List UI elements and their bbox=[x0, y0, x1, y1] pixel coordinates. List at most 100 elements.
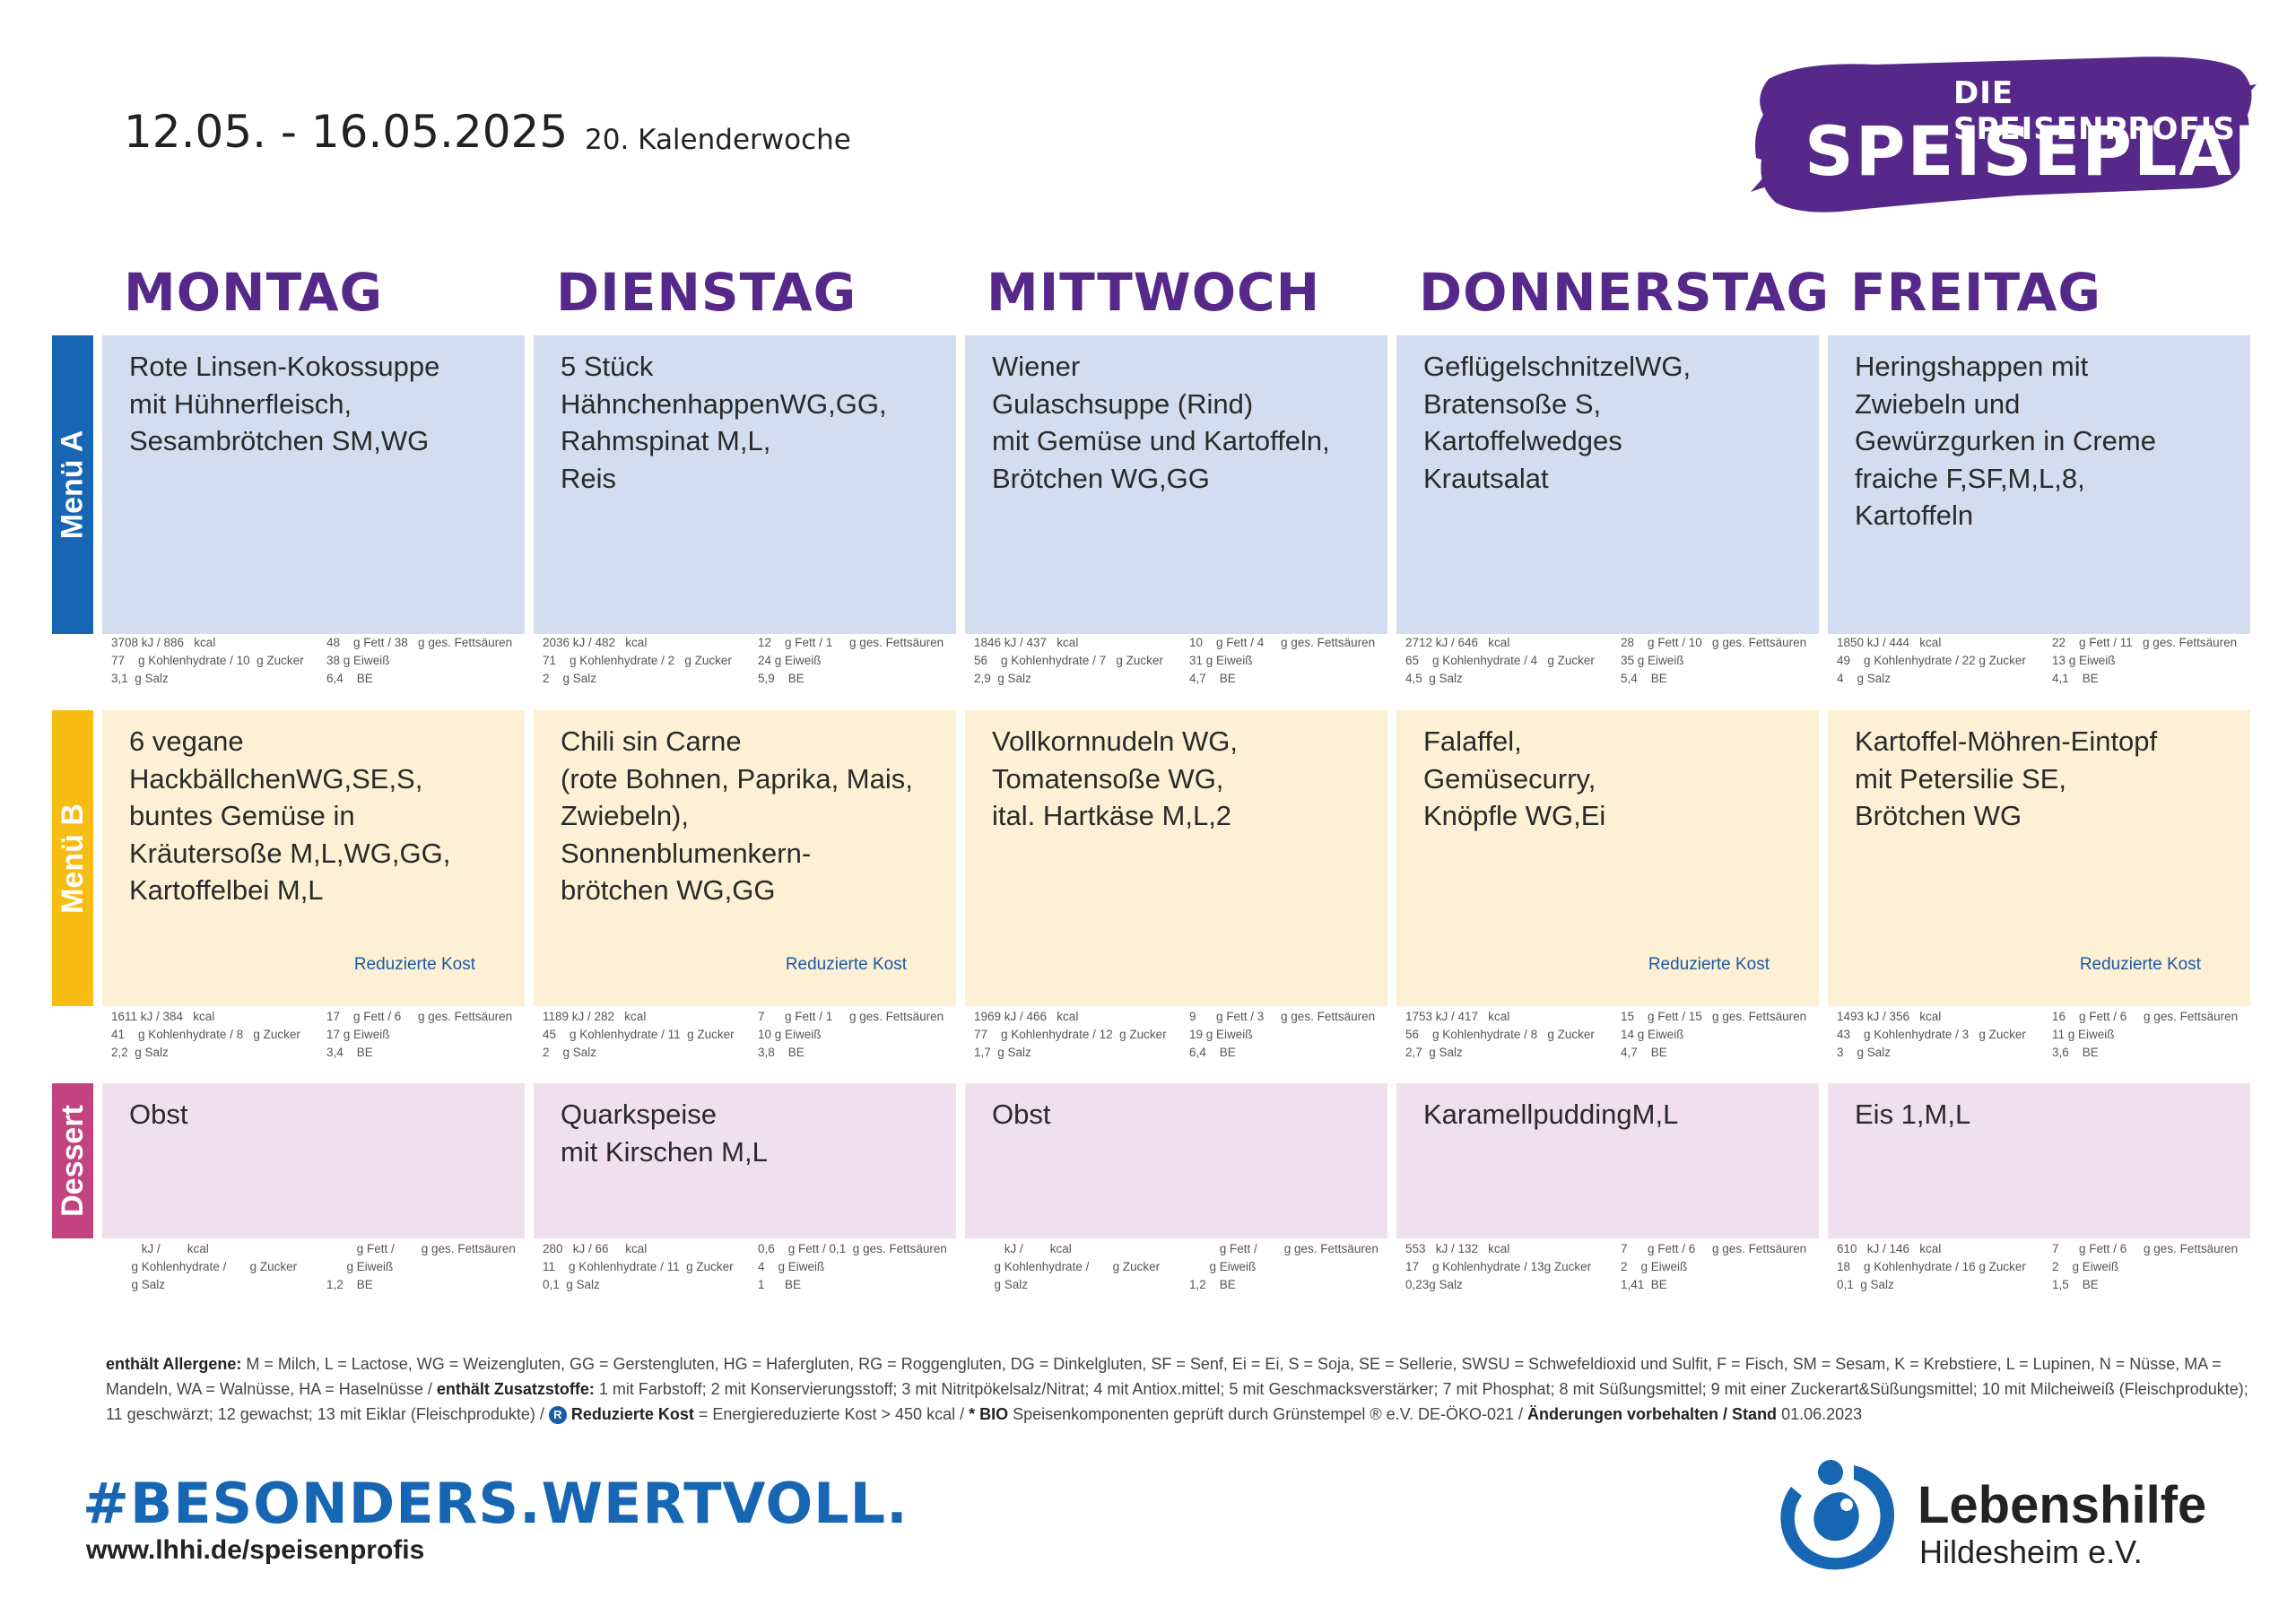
nutrition-info: 1493 kJ / 356 kcal 43 g Kohlenhydrate / 3… bbox=[1828, 1008, 2250, 1062]
speiseplan-logo: DIE SPEISENPROFIS SPEISEPLAN bbox=[1749, 52, 2291, 222]
nutrition-carbs: g Kohlenhydrate / g Zucker bbox=[111, 1260, 298, 1273]
nutrition-carbs: 77 g Kohlenhydrate / 10 g Zucker bbox=[111, 654, 304, 667]
nutrition-energy: 1189 kJ / 282 kcal bbox=[543, 1010, 647, 1023]
nutrition-info: 610 kJ / 146 kcal 18 g Kohlenhydrate / 16… bbox=[1828, 1240, 2250, 1294]
nutrition-protein: 2 g Eiweiß bbox=[2052, 1260, 2119, 1273]
dish-text: GeflügelschnitzelWG, Bratensoße S, Karto… bbox=[1423, 351, 1692, 494]
allergen-legend: enthält Allergene: M = Milch, L = Lactos… bbox=[106, 1351, 2258, 1427]
nutrition-be: 3,4 BE bbox=[326, 1046, 373, 1059]
nutrition-fat: 7 g Fett / 1 g ges. Fettsäuren bbox=[758, 1010, 944, 1023]
stand-date: 01.06.2023 bbox=[1777, 1405, 1863, 1423]
reduced-diet-label: Reduzierte Kost bbox=[2079, 954, 2201, 974]
nutrition-fat: 22 g Fett / 11 g ges. Fettsäuren bbox=[2052, 636, 2238, 649]
nutrition-carbs: 56 g Kohlenhydrate / 8 g Zucker bbox=[1405, 1028, 1595, 1041]
dish-text: Kartoffel-Möhren-Eintopf mit Petersilie … bbox=[1855, 725, 2158, 831]
nutrition-be: 1,2 BE bbox=[326, 1278, 373, 1291]
org-name: Lebenshilfe bbox=[1918, 1476, 2207, 1534]
nutrition-fat: 7 g Fett / 6 g ges. Fettsäuren bbox=[2052, 1242, 2239, 1255]
nutrition-carbs: 56 g Kohlenhydrate / 7 g Zucker bbox=[974, 654, 1163, 667]
nutrition-fat: 16 g Fett / 6 g ges. Fettsäuren bbox=[2052, 1010, 2239, 1023]
nutrition-energy: 1753 kJ / 417 kcal bbox=[1405, 1010, 1510, 1023]
dish-text: KaramellpuddingM,L bbox=[1423, 1099, 1679, 1130]
section-label-text: Menü B bbox=[55, 803, 90, 914]
dessert-cell-wednesday: Obst bbox=[965, 1083, 1387, 1238]
reduced-diet-label: Reduzierte Kost bbox=[1648, 954, 1770, 974]
website-link[interactable]: www.lhhi.de/speisenprofis bbox=[86, 1535, 425, 1565]
nutrition-be: 1,41 BE bbox=[1621, 1278, 1667, 1291]
nutrition-carbs: g Kohlenhydrate / g Zucker bbox=[974, 1260, 1161, 1273]
brand-title: SPEISEPLAN bbox=[1805, 111, 2292, 191]
nutrition-be: 1,5 BE bbox=[2052, 1278, 2099, 1291]
nutrition-salt: 2 g Salz bbox=[543, 1046, 597, 1059]
nutrition-fat: 28 g Fett / 10 g ges. Fettsäuren bbox=[1621, 636, 1807, 649]
nutrition-info: 1611 kJ / 384 kcal 41 g Kohlenhydrate / 8… bbox=[102, 1008, 525, 1062]
dessert-cell-thursday: KaramellpuddingM,L bbox=[1396, 1083, 1819, 1238]
nutrition-salt: 1,7 g Salz bbox=[974, 1046, 1031, 1059]
nutrition-fat: 10 g Fett / 4 g ges. Fettsäuren bbox=[1189, 636, 1376, 649]
nutrition-salt: 2,9 g Salz bbox=[974, 672, 1031, 685]
nutrition-protein: 4 g Eiweiß bbox=[758, 1260, 825, 1273]
nutrition-be: 4,1 BE bbox=[2052, 672, 2099, 685]
dish-text: Wiener Gulaschsuppe (Rind) mit Gemüse un… bbox=[992, 351, 1330, 494]
nutrition-info: 553 kJ / 132 kcal 17 g Kohlenhydrate / 13… bbox=[1396, 1240, 1819, 1294]
nutrition-fat: g Fett / g ges. Fettsäuren bbox=[1189, 1242, 1378, 1255]
nutrition-be: 3,8 BE bbox=[758, 1046, 804, 1059]
nutrition-carbs: 65 g Kohlenhydrate / 4 g Zucker bbox=[1405, 654, 1595, 667]
dish-text: Heringshappen mit Zwiebeln und Gewürzgur… bbox=[1855, 351, 2156, 531]
dish-text: Falaffel, Gemüsecurry, Knöpfle WG,Ei bbox=[1423, 725, 1606, 831]
dish-text: Chili sin Carne (rote Bohnen, Paprika, M… bbox=[561, 725, 913, 906]
nutrition-be: 4,7 BE bbox=[1189, 672, 1236, 685]
nutrition-energy: 280 kJ / 66 kcal bbox=[543, 1242, 648, 1255]
nutrition-carbs: 43 g Kohlenhydrate / 3 g Zucker bbox=[1837, 1028, 2026, 1041]
day-header-friday: FREITAG bbox=[1850, 262, 2102, 323]
nutrition-energy: 3708 kJ / 886 kcal bbox=[111, 636, 216, 649]
nutrition-info: 1846 kJ / 437 kcal 56 g Kohlenhydrate / 7… bbox=[965, 634, 1387, 688]
allergens-text: M = Milch, L = Lactose, WG = Weizenglute… bbox=[106, 1355, 2222, 1398]
nutrition-carbs: 17 g Kohlenhydrate / 13g Zucker bbox=[1405, 1260, 1592, 1273]
section-label-text: Menü A bbox=[55, 430, 90, 540]
reduced-diet-label: Reduzierte Kost bbox=[353, 954, 475, 974]
menu-b-cell-friday: Kartoffel-Möhren-Eintopf mit Petersilie … bbox=[1828, 710, 2250, 1006]
nutrition-protein: 31 g Eiweiß bbox=[1189, 654, 1253, 667]
menu-a-cell-thursday: GeflügelschnitzelWG, Bratensoße S, Karto… bbox=[1396, 335, 1819, 634]
nutrition-salt: 4,5 g Salz bbox=[1405, 672, 1463, 685]
nutrition-protein: g Eiweiß bbox=[1189, 1260, 1257, 1273]
nutrition-carbs: 41 g Kohlenhydrate / 8 g Zucker bbox=[111, 1028, 300, 1041]
changes-label: Änderungen vorbehalten / Stand bbox=[1527, 1405, 1778, 1423]
bio-text: Speisenkomponenten geprüft durch Grünste… bbox=[1008, 1405, 1528, 1423]
day-header-monday: MONTAG bbox=[124, 262, 384, 323]
dish-text: Vollkornnudeln WG, Tomatensoße WG, ital.… bbox=[992, 725, 1238, 831]
nutrition-salt: 4 g Salz bbox=[1837, 672, 1892, 685]
dessert-cell-friday: Eis 1,M,L bbox=[1828, 1083, 2250, 1238]
nutrition-energy: 1969 kJ / 466 kcal bbox=[974, 1010, 1079, 1023]
nutrition-info: 3708 kJ / 886 kcal 77 g Kohlenhydrate / 1… bbox=[102, 634, 525, 688]
nutrition-salt: 2,7 g Salz bbox=[1405, 1046, 1463, 1059]
dish-text: Rote Linsen-Kokossuppe mit Hühnerfleisch… bbox=[129, 351, 440, 456]
date-range: 12.05. - 16.05.2025 bbox=[124, 106, 569, 158]
nutrition-salt: 2,2 g Salz bbox=[111, 1046, 169, 1059]
nutrition-carbs: 77 g Kohlenhydrate / 12 g Zucker bbox=[974, 1028, 1167, 1041]
dish-text: Obst bbox=[992, 1099, 1051, 1130]
nutrition-carbs: 18 g Kohlenhydrate / 16 g Zucker bbox=[1837, 1260, 2026, 1273]
menu-b-cell-tuesday: Chili sin Carne (rote Bohnen, Paprika, M… bbox=[534, 710, 956, 1006]
section-label-text: Dessert bbox=[55, 1105, 90, 1217]
nutrition-info: 1189 kJ / 282 kcal 45 g Kohlenhydrate / 1… bbox=[534, 1008, 956, 1062]
dish-text: Obst bbox=[129, 1099, 188, 1130]
dish-text: 5 Stück HähnchenhappenWG,GG, Rahmspinat … bbox=[561, 351, 887, 494]
nutrition-salt: g Salz bbox=[111, 1278, 166, 1291]
nutrition-energy: 610 kJ / 146 kcal bbox=[1837, 1242, 1942, 1255]
nutrition-be: 1,2 BE bbox=[1189, 1278, 1236, 1291]
nutrition-be: 5,9 BE bbox=[758, 672, 804, 685]
additives-label: enthält Zusatzstoffe: bbox=[436, 1380, 595, 1398]
nutrition-energy: kJ / kcal bbox=[111, 1242, 209, 1255]
menu-b-cell-thursday: Falaffel, Gemüsecurry, Knöpfle WG,Ei Redu… bbox=[1396, 710, 1819, 1006]
menu-b-cell-wednesday: Vollkornnudeln WG, Tomatensoße WG, ital.… bbox=[965, 710, 1387, 1006]
nutrition-be: 6,4 BE bbox=[1189, 1046, 1236, 1059]
nutrition-protein: 14 g Eiweiß bbox=[1621, 1028, 1684, 1041]
nutrition-info: kJ / kcal g Kohlenhydrate / g Zucker g S… bbox=[965, 1240, 1387, 1294]
nutrition-protein: 24 g Eiweiß bbox=[758, 654, 822, 667]
nutrition-protein: 13 g Eiweiß bbox=[2052, 654, 2116, 667]
nutrition-energy: 1493 kJ / 356 kcal bbox=[1837, 1010, 1942, 1023]
nutrition-protein: 2 g Eiweiß bbox=[1621, 1260, 1688, 1273]
dessert-cell-tuesday: Quarkspeise mit Kirschen M,L bbox=[534, 1083, 956, 1238]
